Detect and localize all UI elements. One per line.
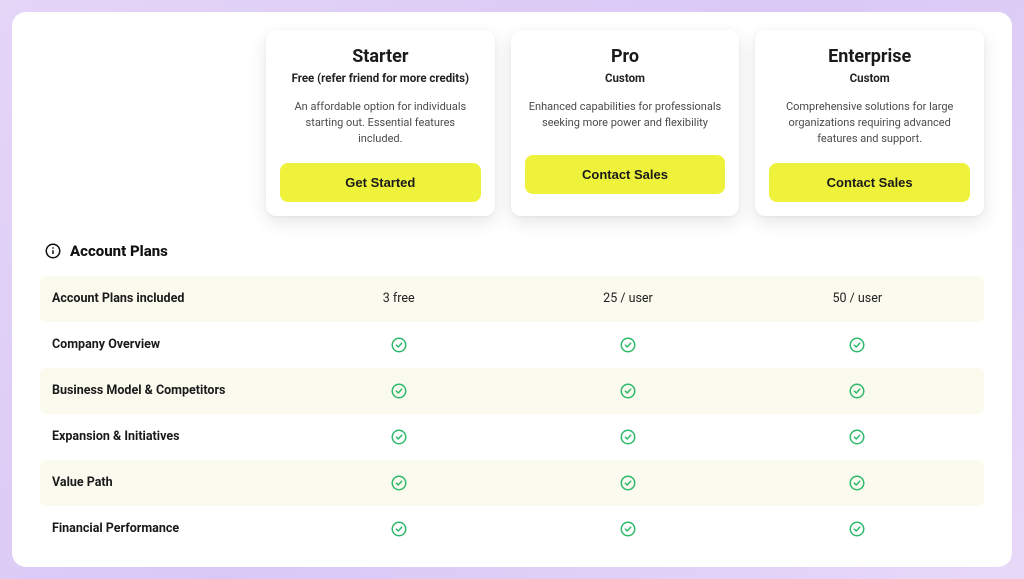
check-icon	[390, 428, 408, 446]
plan-cards-row: Starter Free (refer friend for more cred…	[40, 30, 984, 216]
check-icon	[848, 336, 866, 354]
feature-value	[284, 428, 513, 446]
feature-value	[743, 336, 972, 354]
contact-sales-button[interactable]: Contact Sales	[525, 155, 726, 194]
feature-value	[513, 336, 742, 354]
check-icon	[848, 474, 866, 492]
feature-label: Company Overview	[52, 337, 284, 352]
feature-table: Account Plans included3 free25 / user50 …	[40, 276, 984, 552]
feature-value	[743, 474, 972, 492]
page: Starter Free (refer friend for more cred…	[12, 12, 1012, 567]
plan-description: An affordable option for individuals sta…	[280, 99, 481, 147]
check-icon	[619, 382, 637, 400]
feature-value: 3 free	[284, 291, 513, 306]
check-icon	[619, 336, 637, 354]
check-icon	[619, 520, 637, 538]
feature-value: 50 / user	[743, 291, 972, 306]
info-icon	[44, 242, 62, 260]
check-icon	[619, 474, 637, 492]
check-icon	[390, 520, 408, 538]
plan-title: Pro	[611, 46, 639, 67]
feature-label: Business Model & Competitors	[52, 383, 284, 398]
plan-description: Enhanced capabilities for professionals …	[525, 99, 726, 139]
feature-value	[284, 520, 513, 538]
section-title: Account Plans	[70, 242, 168, 260]
check-icon	[848, 382, 866, 400]
plan-row-spacer	[40, 30, 250, 216]
feature-value	[743, 428, 972, 446]
plan-subtitle: Custom	[605, 71, 645, 85]
contact-sales-button[interactable]: Contact Sales	[769, 163, 970, 202]
check-icon	[390, 382, 408, 400]
feature-value	[513, 382, 742, 400]
plan-subtitle: Free (refer friend for more credits)	[292, 71, 469, 85]
check-icon	[390, 336, 408, 354]
plan-subtitle: Custom	[850, 71, 890, 85]
plan-description: Comprehensive solutions for large organi…	[769, 99, 970, 147]
feature-value	[743, 520, 972, 538]
table-row: Business Model & Competitors	[40, 368, 984, 414]
feature-value	[513, 428, 742, 446]
table-row: Value Path	[40, 460, 984, 506]
table-row: Financial Performance	[40, 506, 984, 552]
get-started-button[interactable]: Get Started	[280, 163, 481, 202]
feature-label: Financial Performance	[52, 521, 284, 536]
check-icon	[619, 428, 637, 446]
section-header: Account Plans	[44, 242, 984, 260]
check-icon	[848, 428, 866, 446]
feature-value	[513, 474, 742, 492]
table-row: Account Plans included3 free25 / user50 …	[40, 276, 984, 322]
feature-label: Value Path	[52, 475, 284, 490]
feature-value	[284, 474, 513, 492]
check-icon	[390, 474, 408, 492]
table-row: Expansion & Initiatives	[40, 414, 984, 460]
check-icon	[848, 520, 866, 538]
plan-title: Enterprise	[828, 46, 911, 67]
feature-value	[513, 520, 742, 538]
plan-card-starter: Starter Free (refer friend for more cred…	[266, 30, 495, 216]
feature-value: 25 / user	[513, 291, 742, 306]
feature-value	[284, 382, 513, 400]
plan-title: Starter	[352, 46, 408, 67]
plan-card-enterprise: Enterprise Custom Comprehensive solution…	[755, 30, 984, 216]
feature-value	[284, 336, 513, 354]
feature-value	[743, 382, 972, 400]
feature-label: Account Plans included	[52, 291, 284, 306]
plan-card-pro: Pro Custom Enhanced capabilities for pro…	[511, 30, 740, 216]
table-row: Company Overview	[40, 322, 984, 368]
feature-label: Expansion & Initiatives	[52, 429, 284, 444]
